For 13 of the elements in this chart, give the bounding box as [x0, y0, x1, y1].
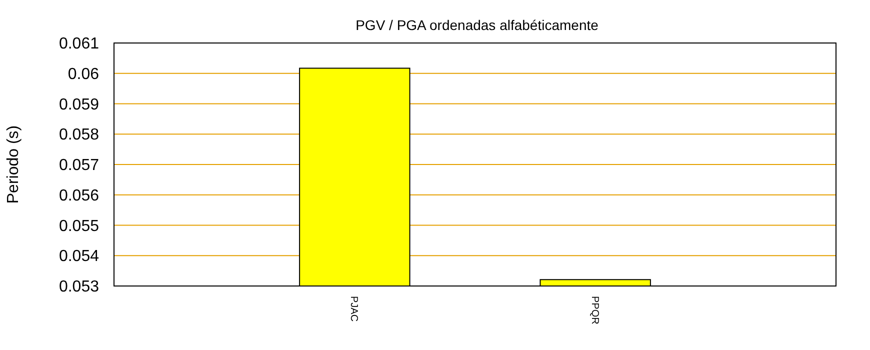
y-tick-label: 0.054: [58, 248, 100, 266]
y-tick-label: 0.059: [58, 96, 100, 114]
y-axis-title: Periodo (s): [5, 125, 22, 204]
y-tick-label: 0.055: [58, 218, 100, 235]
y-tick-label: 0.057: [58, 157, 100, 174]
y-tick-label: 0.056: [58, 187, 100, 204]
chart-title: PGV / PGA ordenadas alfabéticamente: [356, 17, 599, 33]
y-tick-label: 0.058: [58, 126, 100, 144]
x-tick-label: PJAC: [348, 296, 360, 322]
y-tick-label: 0.061: [58, 36, 100, 53]
x-tick-label: PPQR: [588, 296, 600, 324]
y-tick-label: 0.053: [58, 278, 100, 296]
y-tick-label: 0.06: [68, 66, 100, 83]
